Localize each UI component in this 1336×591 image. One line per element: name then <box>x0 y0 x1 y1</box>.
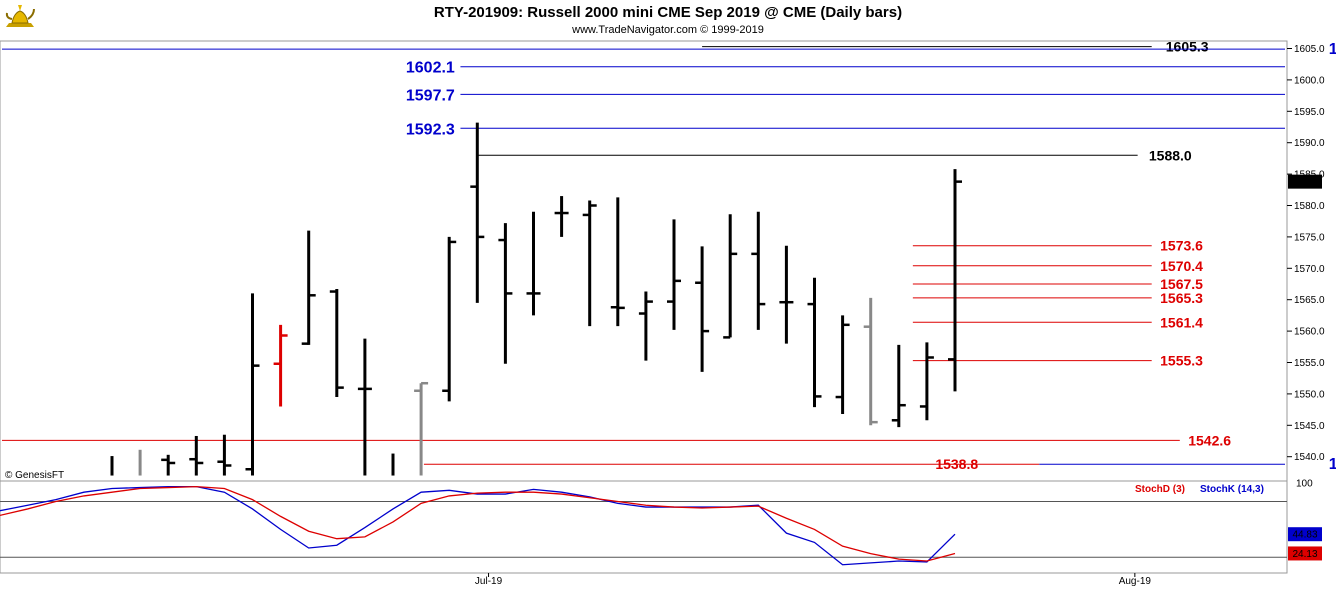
date-axis: Jul-19 Aug-19 <box>475 573 1151 587</box>
stochastic-lines: 44.83 24.13 <box>0 485 1322 566</box>
date-tick-label: Aug-19 <box>1119 576 1152 587</box>
price-tick-label: 1570.0 <box>1294 264 1325 275</box>
stochastic-panel <box>0 480 1288 574</box>
price-level-label: 1567.5 <box>1160 276 1203 292</box>
stochastic-legend-entry: StochK (14,3) <box>1200 484 1264 495</box>
price-tick-label: 1600.0 <box>1294 75 1325 86</box>
price-level-label: 1565.3 <box>1160 290 1203 306</box>
price-tick-label: 1575.0 <box>1294 232 1325 243</box>
price-level-label: 1605.3 <box>1166 39 1209 55</box>
stochastic-tick-label: 100 <box>1296 478 1313 489</box>
copyright-label: © GenesisFT <box>5 470 64 481</box>
price-level-label: 1538.8 <box>1329 456 1336 473</box>
stochastic-value-label: 24.13 <box>1292 549 1317 560</box>
price-tick-label: 1560.0 <box>1294 327 1325 338</box>
price-level-label: 1542.6 <box>1188 432 1231 448</box>
price-axis: 1540.0 1545.0 1550.0 1555.0 1560.0 1565.0 1570… <box>1287 44 1325 463</box>
current-price-box <box>1288 174 1322 189</box>
stochastic-legend: StochD (3) StochK (14,3) <box>1135 484 1264 495</box>
stochastic-value-box <box>1288 546 1322 561</box>
price-tick-label: 1580.0 <box>1294 201 1325 212</box>
price-levels: 1605.3 1604.9 1602.1 1597.7 1592.3 1588.0 1573… <box>2 39 1336 473</box>
price-tick-label: 1595.0 <box>1294 107 1325 118</box>
stochastic-line <box>0 485 956 566</box>
price-level-label: 1604.9 <box>1329 41 1336 58</box>
price-tick-label: 1540.0 <box>1294 452 1325 463</box>
stochastic-value-box <box>1288 527 1322 542</box>
price-tick-label: 1605.0 <box>1294 44 1325 55</box>
ohlc-bars <box>110 122 962 476</box>
price-tick-label: 1545.0 <box>1294 421 1325 432</box>
price-tick-label: 1590.0 <box>1294 138 1325 149</box>
price-panel <box>0 40 1288 482</box>
stochastic-line <box>0 485 956 562</box>
price-level-label: 1538.8 <box>935 456 978 472</box>
price-level-label: 1570.4 <box>1160 258 1203 274</box>
price-tick-label: 1565.0 <box>1294 295 1325 306</box>
current-price-marker: 1583.8 <box>1288 174 1322 189</box>
price-level-label: 1555.3 <box>1160 353 1203 369</box>
price-level-label: 1588.0 <box>1149 147 1192 163</box>
current-price-label: 1583.8 <box>1290 177 1321 188</box>
date-tick-label: Jul-19 <box>475 576 503 587</box>
price-tick-label: 1555.0 <box>1294 358 1325 369</box>
price-level-label: 1602.1 <box>406 60 455 77</box>
stochastic-value-label: 44.83 <box>1292 530 1317 541</box>
price-level-label: 1592.3 <box>406 121 455 138</box>
genie-lamp-icon <box>5 5 35 27</box>
stochastic-legend-entry: StochD (3) <box>1135 484 1185 495</box>
chart-subtitle: www.TradeNavigator.com © 1999-2019 <box>571 24 764 36</box>
chart-title: RTY-201909: Russell 2000 mini CME Sep 20… <box>434 4 902 21</box>
logo <box>5 5 35 27</box>
price-level-label: 1561.4 <box>1160 314 1203 330</box>
stochastic-axis: 100 <box>0 478 1313 558</box>
price-level-label: 1597.7 <box>406 87 455 104</box>
price-level-label: 1573.6 <box>1160 238 1203 254</box>
price-tick-label: 1550.0 <box>1294 389 1325 400</box>
